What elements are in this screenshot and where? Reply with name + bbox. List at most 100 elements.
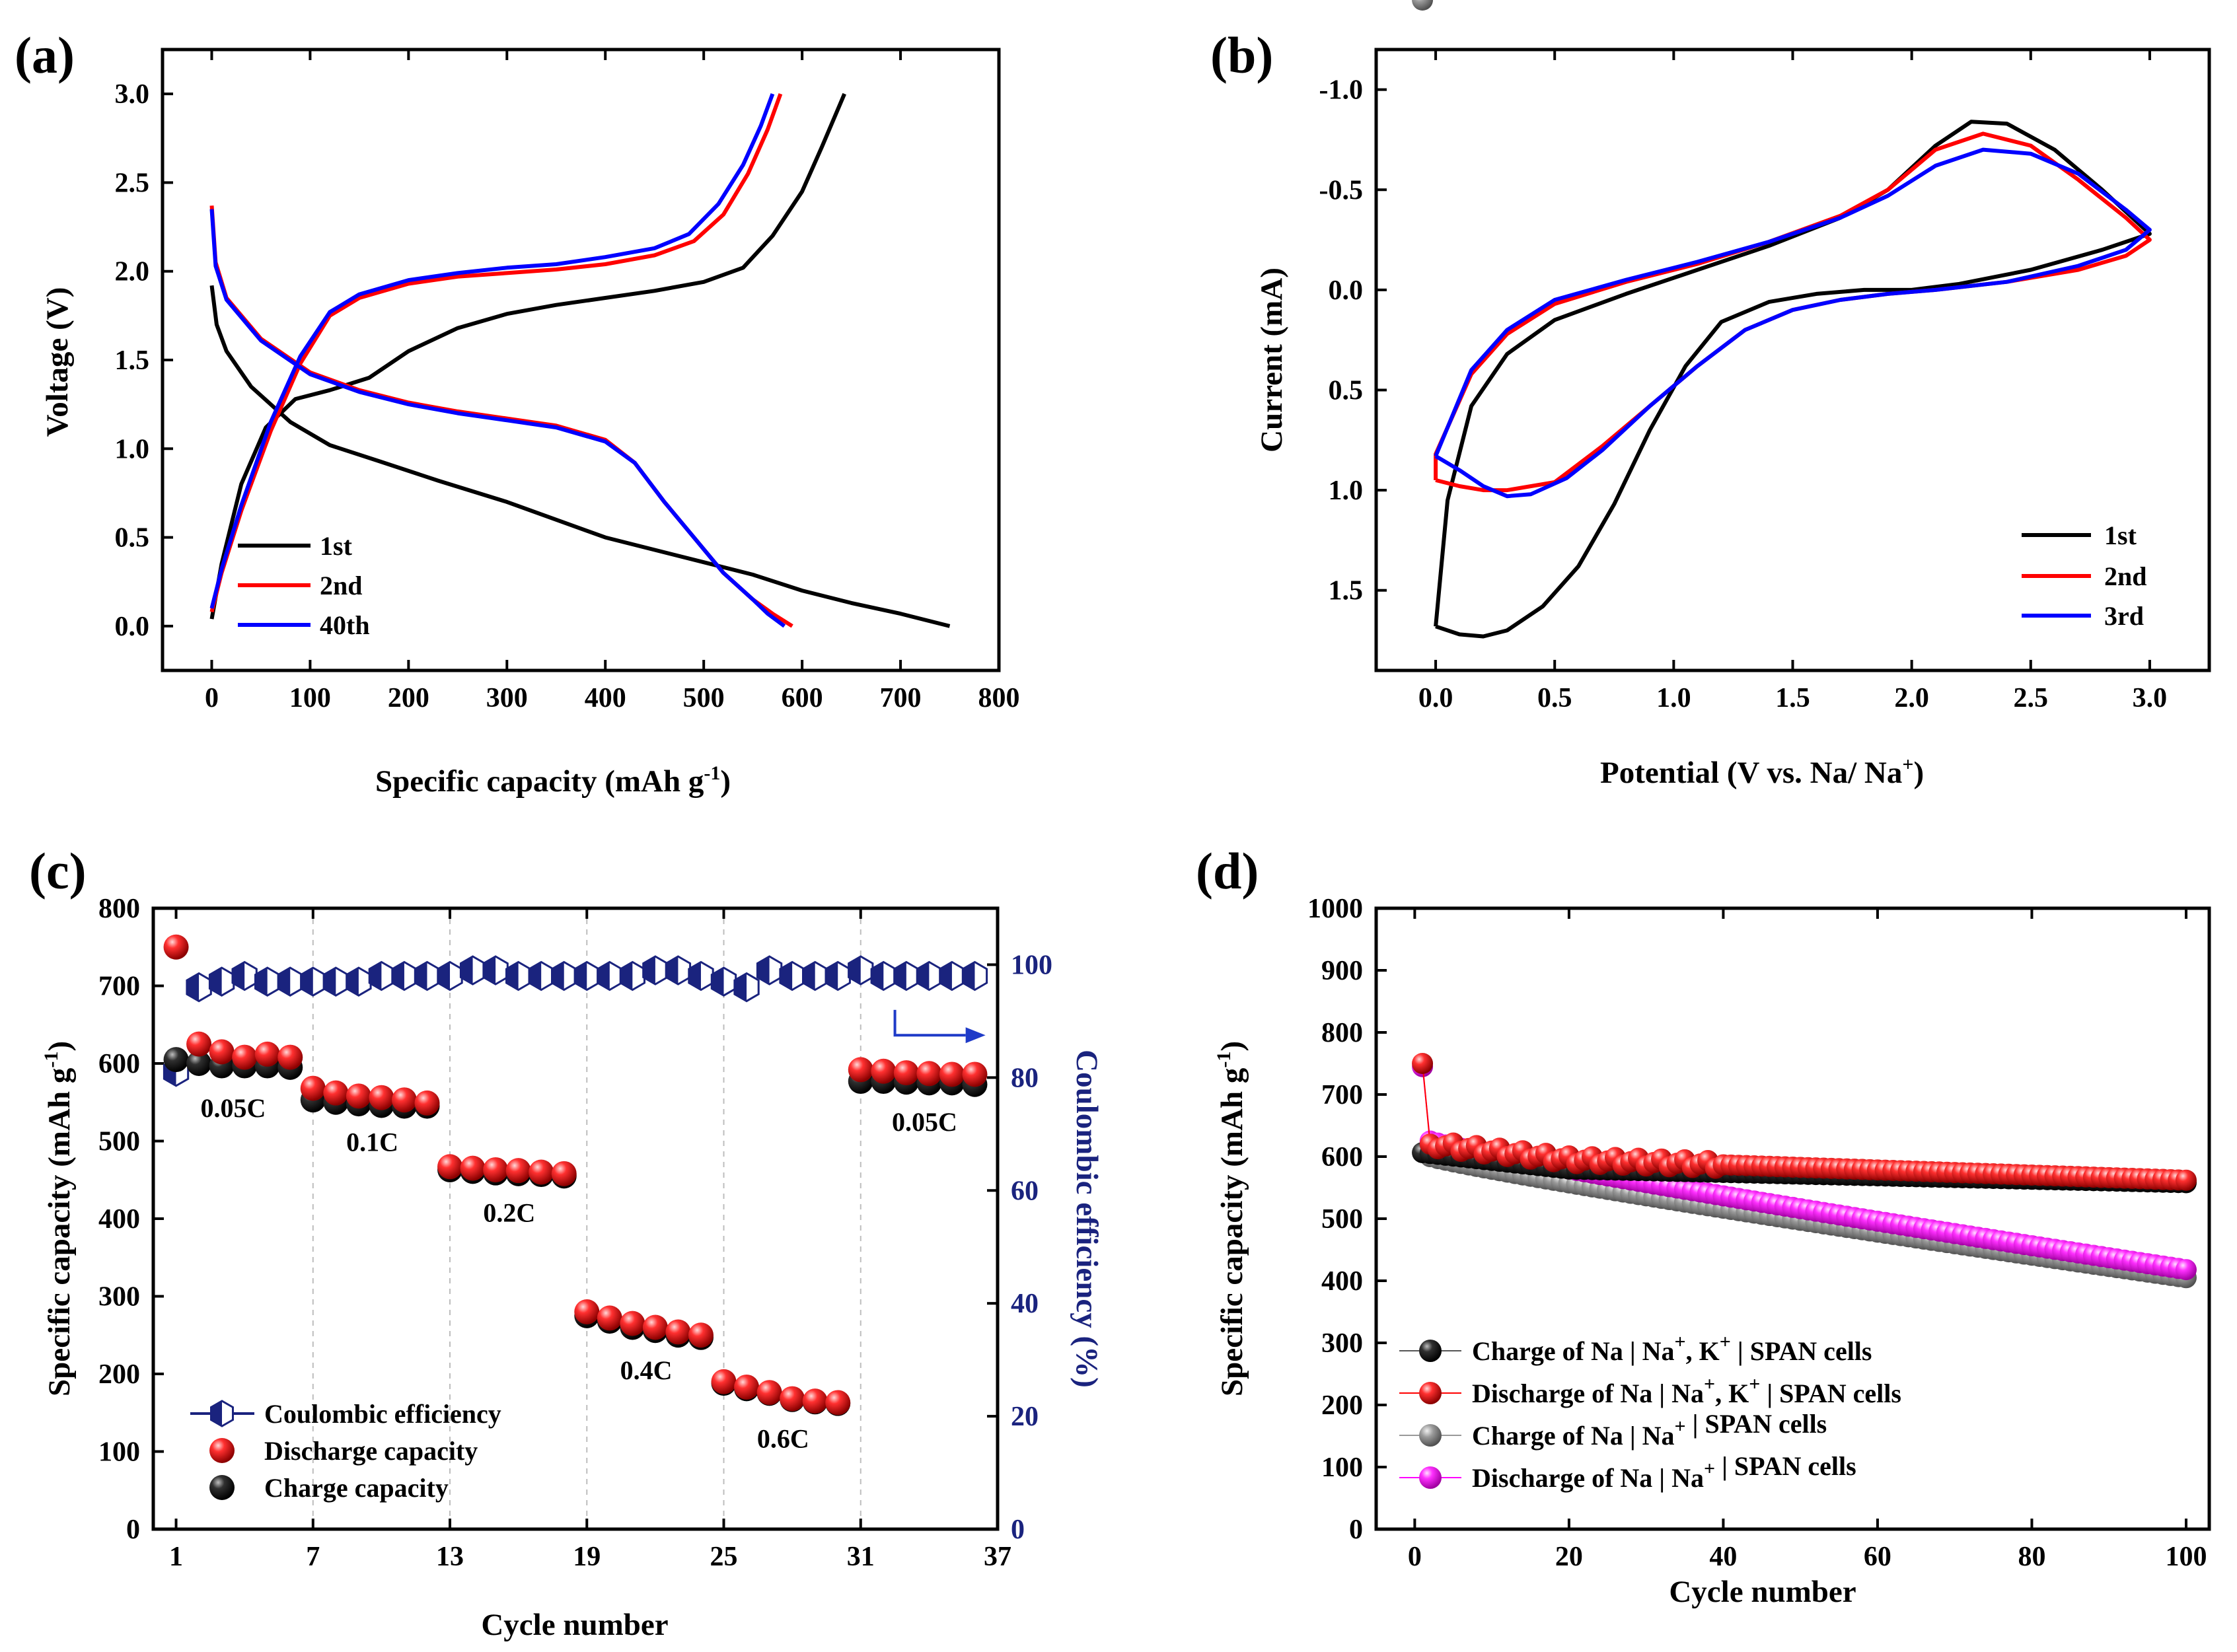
discharge-capacity-point: [186, 1031, 212, 1057]
y2-tick-label: 40: [1011, 1289, 1039, 1319]
ce-marker-fill: [346, 968, 359, 996]
ce-marker-fill: [597, 962, 610, 990]
x-tick-label: 31: [847, 1542, 875, 1572]
y-tick-label: 3.0: [115, 79, 150, 110]
axis-arrow-head: [965, 1027, 986, 1044]
ce-marker-fill: [392, 962, 404, 990]
coulombic-efficiency-point: [916, 960, 943, 991]
coulombic-efficiency-point: [528, 960, 554, 991]
x-tick-label: 7: [306, 1542, 320, 1572]
panel-label-d: (d): [1196, 842, 1259, 900]
legend-marker: [1419, 1340, 1442, 1362]
y-tick-label: 1.0: [115, 434, 150, 464]
y-tick-label: 0.5: [1329, 375, 1364, 406]
panel-c-plot: 1 7 13 19 25 31 370100200300400500600700800020…: [40, 894, 1104, 1642]
x-tick-label: 700: [880, 683, 922, 713]
y2-tick-label: 100: [1011, 950, 1052, 980]
x-tick-label: 1: [169, 1542, 183, 1572]
series-line-blue: [209, 93, 775, 609]
rate-label: 0.1C: [346, 1128, 398, 1157]
discharge-capacity-point: [665, 1319, 691, 1345]
x-tick-label: 20: [1555, 1542, 1583, 1572]
x-tick-label: 300: [486, 683, 528, 713]
plot-frame: [1374, 48, 2211, 672]
coulombic-efficiency-point: [505, 960, 532, 991]
rate-label: 0.2C: [483, 1198, 535, 1228]
panel-a-plot: 0 100 200 300 400 500 600 700 800 0.0 0.5 1.0 1.5 2.0…: [40, 48, 1020, 799]
coulombic-efficiency-point: [573, 960, 600, 991]
cv-loop-black: [1434, 120, 2152, 639]
ce-marker-fill: [643, 956, 655, 984]
discharge-capacity-point: [323, 1080, 349, 1106]
ce-marker-fill: [688, 962, 701, 990]
x-axis-title: Specific capacity (mAh g-1): [375, 762, 731, 799]
ce-marker-fill: [575, 962, 587, 990]
coulombic-efficiency-point: [459, 955, 486, 986]
series-line-black: [209, 285, 951, 628]
legend-label: 40th: [320, 610, 370, 640]
discharge-capacity-point: [483, 1157, 509, 1182]
discharge-capacity-point: [551, 1161, 577, 1186]
plot-frame: [1374, 906, 2211, 1531]
y-tick-label: 1.0: [1329, 476, 1364, 506]
y-tick-label: 0.5: [115, 523, 150, 554]
discharge-capacity-point: [871, 1058, 897, 1084]
rate-label: 0.6C: [757, 1424, 809, 1454]
discharge-capacity-point: [437, 1154, 463, 1180]
ce-marker-fill: [712, 968, 724, 996]
y-tick-label: -0.5: [1319, 175, 1364, 205]
coulombic-efficiency-point: [254, 966, 281, 997]
x-tick-label: 500: [683, 683, 725, 713]
rate-label: 0.4C: [620, 1355, 673, 1385]
coulombic-efficiency-point: [322, 966, 349, 997]
ce-marker-fill: [780, 962, 793, 990]
legend-marker: [1419, 1382, 1442, 1404]
discharge-capacity-point: [529, 1159, 554, 1185]
panel-b-plot: 0.0 0.5 1.0 1.5 2.0 2.5 3.0 -1.0 -0.5 0.0 0.5 1.0 1.…: [1255, 48, 2211, 790]
discharge-capacity-point: [962, 1061, 988, 1087]
coulombic-efficiency-point: [779, 960, 805, 991]
y-tick-label: -1.0: [1319, 75, 1364, 106]
y-axis-title: Specific capacity (mAh g-1): [1213, 1041, 1249, 1396]
discharge-capacity-point: [460, 1155, 486, 1181]
legend-label: 2nd: [2104, 561, 2147, 591]
ce-marker-fill: [552, 962, 564, 990]
x-tick-label: 0: [1408, 1542, 1422, 1572]
x-tick-label: 2.5: [2014, 683, 2049, 713]
panel-d: (d) 0 20 40 60 80 100010020030040050060070080…: [1196, 0, 2211, 1609]
y-axis-title: Voltage (V): [40, 287, 75, 437]
y-tick-label: 800: [1321, 1018, 1363, 1048]
y-tick-label: 200: [98, 1359, 140, 1390]
coulombic-efficiency-point: [961, 960, 988, 991]
x-tick-label: 37: [984, 1542, 1011, 1572]
legend-marker: [1419, 1466, 1442, 1489]
coulombic-efficiency-point: [437, 960, 463, 991]
discharge-capacity-point: [802, 1388, 828, 1414]
legend-label: Discharge capacity: [264, 1436, 478, 1466]
ce-marker-fill: [666, 956, 678, 984]
x-tick-label: 0.5: [1537, 683, 1572, 713]
x-tick-label: 3.0: [2133, 683, 2168, 713]
ce-marker-fill: [437, 962, 451, 990]
x-tick-label: 1.0: [1656, 683, 1691, 713]
x-tick-label: 2.0: [1894, 683, 1929, 713]
y-tick-label: 0: [1349, 1515, 1363, 1545]
coulombic-efficiency-point: [870, 960, 897, 991]
ce-marker-fill: [483, 956, 496, 984]
y-tick-label: 1000: [1307, 894, 1363, 924]
legend-discharge-marker: [209, 1438, 235, 1463]
ce-marker-fill: [209, 968, 222, 996]
coulombic-efficiency-point: [733, 972, 760, 1003]
capacity-point: [1412, 0, 1434, 11]
legend-label: 2nd: [320, 571, 363, 600]
y-tick-label: 100: [1321, 1453, 1363, 1483]
ce-marker-fill: [529, 962, 542, 990]
y-tick-label: 100: [98, 1437, 140, 1468]
x-tick-label: 800: [978, 683, 1020, 713]
panel-label-c: (c): [29, 842, 87, 900]
capacity-point: [2175, 1169, 2197, 1191]
panel-b: (b) 0.0 0.5 1.0 1.5 2.0 2.5 3.0 -1.0 -0.5 0.0 0.5 1…: [1210, 26, 2211, 790]
discharge-capacity-point: [734, 1374, 760, 1400]
coulombic-efficiency-point: [825, 960, 851, 991]
coulombic-efficiency-point: [551, 960, 577, 991]
